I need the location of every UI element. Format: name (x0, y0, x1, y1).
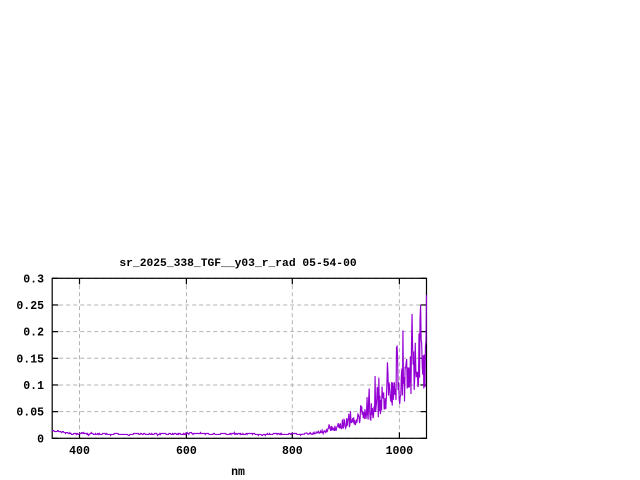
svg-text:sr_2025_338_TGF__y03_r_rad 05-: sr_2025_338_TGF__y03_r_rad 05-54-00 (119, 258, 356, 270)
svg-text:0.05: 0.05 (16, 407, 44, 420)
svg-text:1000: 1000 (386, 445, 414, 458)
svg-text:800: 800 (282, 445, 303, 458)
svg-text:0.1: 0.1 (23, 380, 44, 393)
svg-text:0.25: 0.25 (16, 300, 44, 313)
svg-text:nm: nm (231, 466, 245, 479)
svg-text:0.2: 0.2 (23, 327, 44, 340)
svg-text:0.15: 0.15 (16, 353, 44, 366)
svg-text:400: 400 (69, 445, 90, 458)
svg-text:0.3: 0.3 (23, 273, 44, 286)
svg-text:0: 0 (37, 433, 44, 446)
svg-text:600: 600 (176, 445, 197, 458)
